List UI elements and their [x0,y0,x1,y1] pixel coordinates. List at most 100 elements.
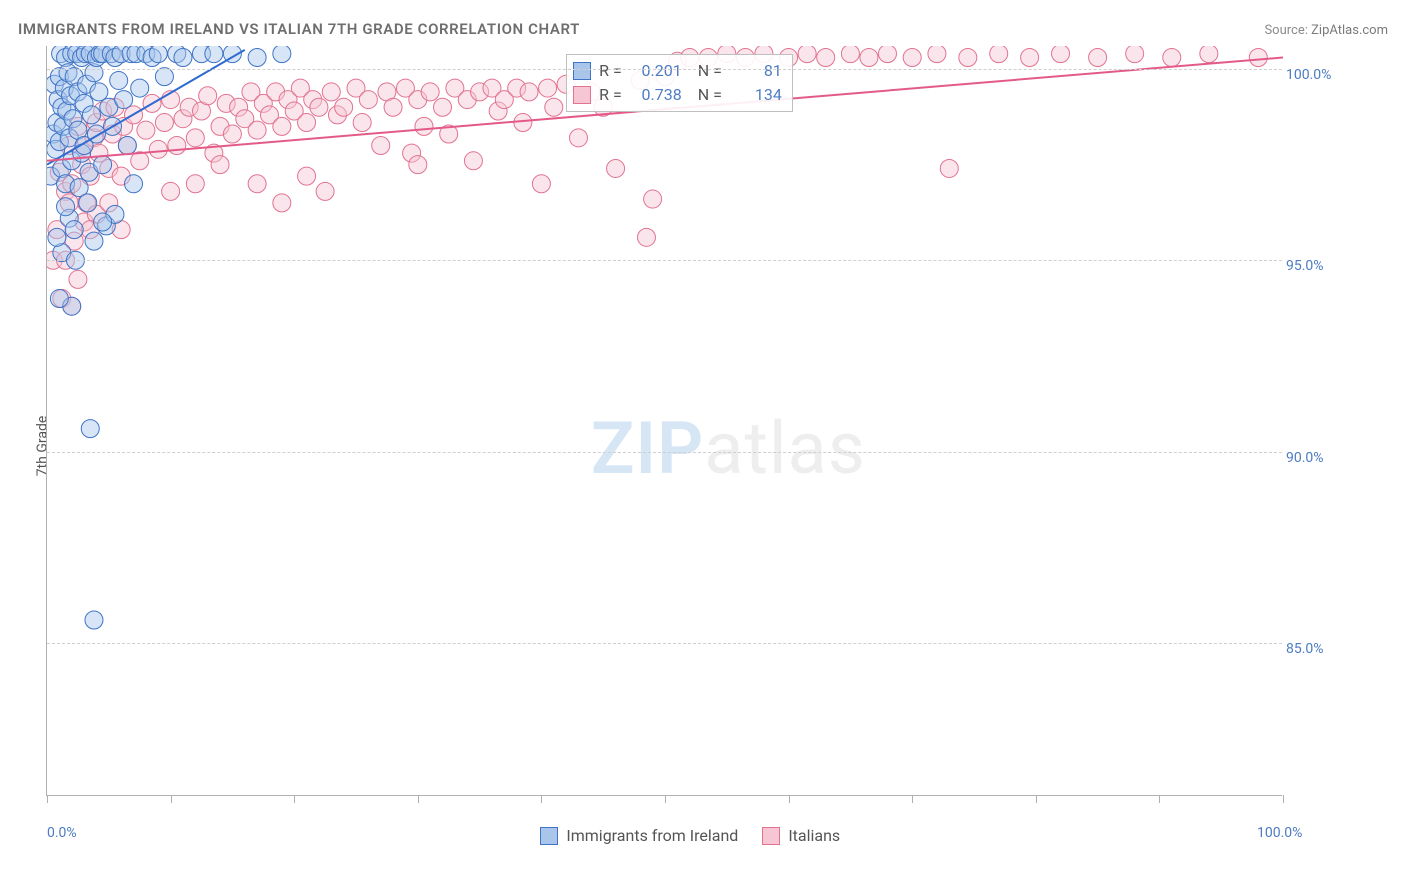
scatter-point [298,114,316,132]
r-value: 0.201 [630,59,682,83]
scatter-point [928,46,946,63]
scatter-point [273,117,291,135]
scatter-point [1163,48,1181,66]
scatter-point [817,48,835,66]
scatter-point [81,420,99,438]
plot-shell: 7th Grade ZIPatlas R =0.201N =81R =0.738… [40,46,1380,846]
scatter-point [569,129,587,147]
scatter-point [248,48,266,66]
scatter-point [149,140,167,158]
y-axis-tick-label: 100.0% [1286,67,1331,83]
scatter-point [464,152,482,170]
scatter-point [79,194,97,212]
n-value: 81 [730,59,782,83]
scatter-point [82,106,100,124]
x-axis-tick [1159,795,1160,803]
scatter-point [607,159,625,177]
scatter-point [110,71,128,89]
scatter-point [316,182,334,200]
x-axis-tick [418,795,419,803]
plot-area: ZIPatlas R =0.201N =81R =0.738N =134 85.… [46,46,1282,796]
y-axis-tick-label: 90.0% [1286,450,1324,466]
series-legend: Immigrants from Ireland Italians [540,826,840,845]
scatter-point [199,87,217,105]
scatter-point [421,83,439,101]
scatter-point [85,611,103,629]
x-axis-tick [294,795,295,803]
x-axis-tick [912,795,913,803]
n-label: N = [698,83,722,107]
scatter-point [878,46,896,63]
scatter-point [990,46,1008,63]
legend-swatch [573,86,591,104]
legend-series-name: Immigrants from Ireland [566,826,738,845]
scatter-point [1052,46,1070,63]
scatter-point [57,198,75,216]
scatter-point [168,136,186,154]
scatter-point [94,213,112,231]
scatter-point [211,156,229,174]
y-axis-tick-label: 95.0% [1286,258,1324,274]
scatter-point [959,48,977,66]
scatter-point [90,83,108,101]
scatter-point [545,98,563,116]
gridline-y [47,260,1282,261]
legend-item: Italians [762,826,840,845]
x-axis-tick [665,795,666,803]
correlation-legend: R =0.201N =81R =0.738N =134 [566,54,793,112]
scatter-point [186,175,204,193]
y-axis-tick-label: 85.0% [1286,641,1324,657]
scatter-point [322,83,340,101]
scatter-point [223,125,241,143]
chart-title: IMMIGRANTS FROM IRELAND VS ITALIAN 7TH G… [18,20,580,38]
x-axis-tick [1283,795,1284,803]
source-value: ZipAtlas.com [1311,23,1388,38]
scatter-point [353,114,371,132]
x-axis-tick [789,795,790,803]
scatter-point [903,48,921,66]
x-axis-tick [1036,795,1037,803]
scatter-point [174,48,192,66]
scatter-point [48,228,66,246]
scatter-point [637,228,655,246]
scatter-point [125,175,143,193]
scatter-point [415,117,433,135]
scatter-point [1021,48,1039,66]
scatter-point [205,46,223,63]
x-axis-tick [47,795,48,803]
x-axis-tick [541,795,542,803]
scatter-point [1126,46,1144,63]
scatter-point [69,270,87,288]
scatter-point [65,221,83,239]
scatter-point [118,136,136,154]
n-value: 134 [730,83,782,107]
source-attribution: Source: ZipAtlas.com [1264,23,1388,38]
scatter-point [1249,48,1267,66]
r-value: 0.738 [630,83,682,107]
scatter-point [298,167,316,185]
x-axis-tick-label: 100.0% [1257,825,1302,841]
scatter-point [137,121,155,139]
legend-item: Immigrants from Ireland [540,826,738,845]
scatter-point [248,121,266,139]
legend-series-name: Italians [788,826,840,845]
gridline-y [47,643,1282,644]
scatter-point [798,46,816,63]
scatter-point [115,91,133,109]
scatter-point [335,98,353,116]
scatter-point [155,114,173,132]
scatter-point [149,46,167,63]
r-label: R = [599,83,622,107]
scatter-point [532,175,550,193]
legend-swatch [762,827,780,845]
x-axis-tick [171,795,172,803]
scatter-point [162,182,180,200]
scatter-point [359,91,377,109]
scatter-point [1200,46,1218,63]
scatter-point [1089,48,1107,66]
scatter-point [155,68,173,86]
scatter-point [384,98,402,116]
scatter-point [841,46,859,63]
scatter-point [273,46,291,63]
scatter-point [50,290,68,308]
